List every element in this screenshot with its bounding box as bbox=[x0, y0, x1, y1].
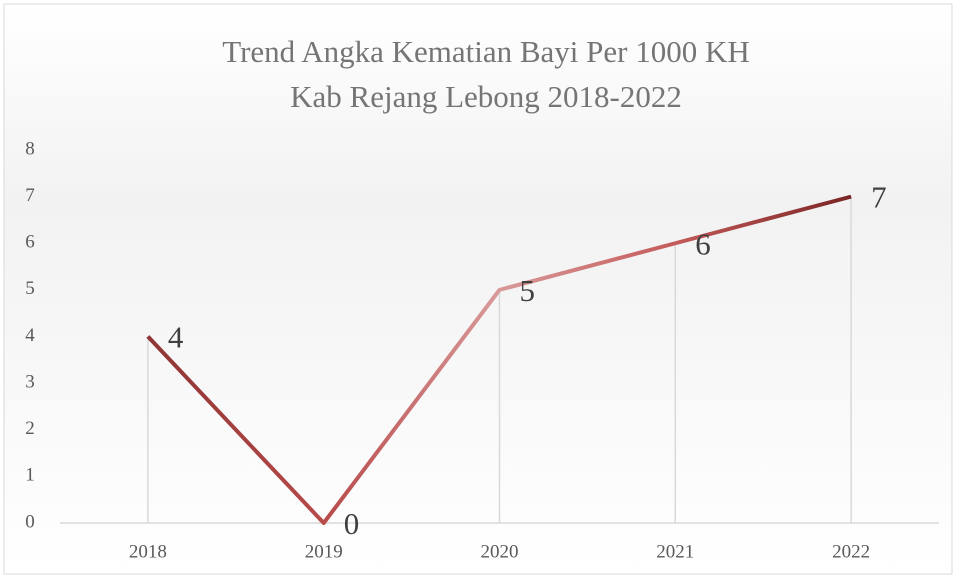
y-tick-label: 7 bbox=[25, 185, 35, 206]
y-tick-label: 6 bbox=[25, 232, 35, 253]
data-label: 4 bbox=[168, 320, 184, 355]
x-tick-label: 2021 bbox=[656, 541, 694, 562]
data-label: 0 bbox=[344, 506, 360, 541]
chart-title: Trend Angka Kematian Bayi Per 1000 KH bbox=[222, 34, 750, 69]
y-tick-label: 5 bbox=[25, 278, 35, 299]
x-tick-label: 2018 bbox=[129, 541, 167, 562]
data-label: 6 bbox=[695, 226, 711, 261]
y-tick-label: 8 bbox=[25, 138, 35, 159]
data-label: 5 bbox=[520, 273, 536, 308]
y-tick-label: 2 bbox=[25, 418, 35, 439]
chart-title: Kab Rejang Lebong 2018-2022 bbox=[290, 79, 682, 114]
y-tick-label: 1 bbox=[25, 465, 35, 486]
data-label: 7 bbox=[871, 180, 887, 215]
y-tick-label: 3 bbox=[25, 371, 35, 392]
y-tick-label: 0 bbox=[25, 511, 35, 532]
x-tick-label: 2020 bbox=[481, 541, 519, 562]
y-tick-label: 4 bbox=[25, 325, 35, 346]
chart-border bbox=[3, 3, 953, 575]
x-tick-label: 2019 bbox=[305, 541, 343, 562]
line bbox=[146, 194, 852, 525]
x-tick-label: 2022 bbox=[832, 541, 870, 562]
